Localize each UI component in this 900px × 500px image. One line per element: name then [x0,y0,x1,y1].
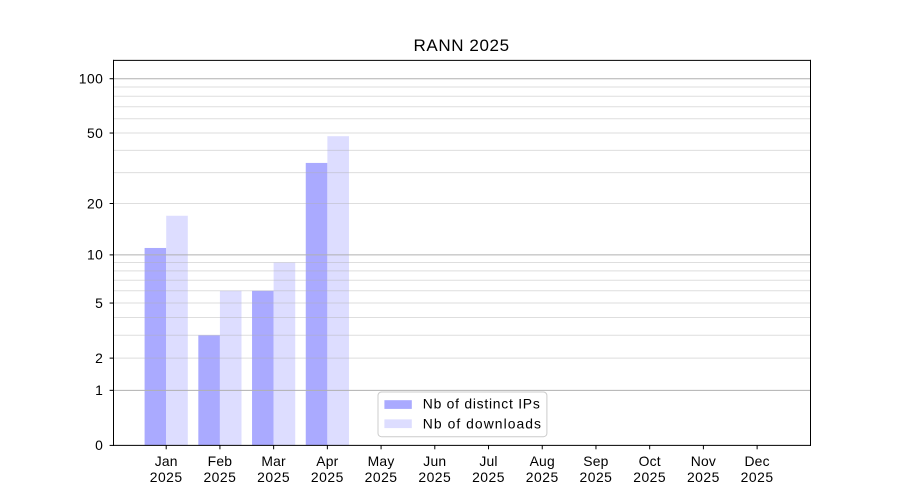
svg-text:50: 50 [87,125,103,141]
svg-text:Jan: Jan [155,453,178,469]
svg-text:Oct: Oct [639,453,661,469]
svg-text:May: May [368,453,395,469]
svg-text:10: 10 [87,247,103,263]
svg-text:5: 5 [95,295,103,311]
svg-text:2: 2 [95,350,103,366]
svg-text:Feb: Feb [208,453,233,469]
svg-text:2025: 2025 [418,469,451,485]
svg-text:Dec: Dec [744,453,769,469]
svg-text:2025: 2025 [203,469,236,485]
svg-text:2025: 2025 [526,469,559,485]
svg-text:1: 1 [95,382,103,398]
svg-text:2025: 2025 [311,469,344,485]
svg-text:Sep: Sep [583,453,608,469]
svg-text:20: 20 [87,195,103,211]
svg-text:Nb of distinct IPs: Nb of distinct IPs [423,396,541,412]
svg-text:2025: 2025 [150,469,183,485]
svg-text:2025: 2025 [257,469,290,485]
svg-text:2025: 2025 [365,469,398,485]
svg-text:Nov: Nov [691,453,716,469]
svg-text:Mar: Mar [261,453,286,469]
svg-text:2025: 2025 [741,469,774,485]
svg-text:RANN 2025: RANN 2025 [414,36,510,55]
svg-text:0: 0 [95,437,103,453]
svg-text:Jul: Jul [479,453,497,469]
svg-text:Apr: Apr [316,453,338,469]
svg-text:2025: 2025 [472,469,505,485]
svg-text:2025: 2025 [580,469,613,485]
svg-text:2025: 2025 [687,469,720,485]
svg-text:Jun: Jun [423,453,446,469]
svg-text:Nb of downloads: Nb of downloads [423,416,542,432]
svg-text:Aug: Aug [530,453,555,469]
svg-text:2025: 2025 [633,469,666,485]
svg-text:100: 100 [79,71,104,87]
